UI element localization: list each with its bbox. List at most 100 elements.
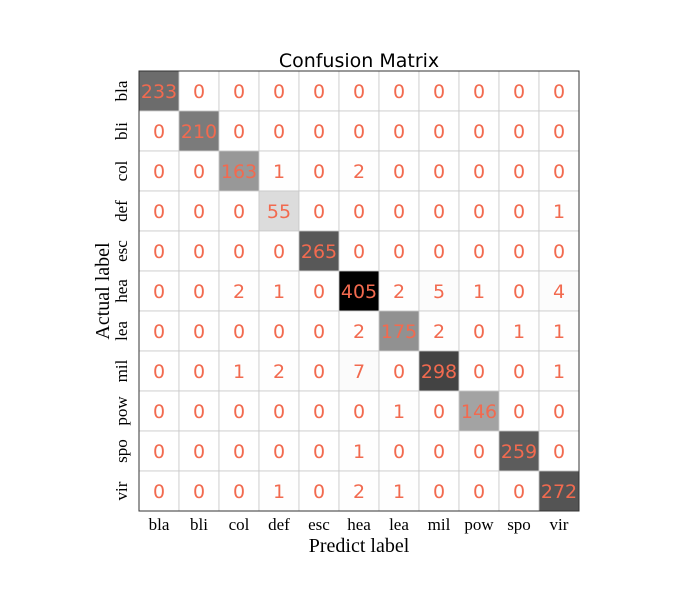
matrix-cell (338, 110, 380, 152)
chart-title: Confusion Matrix (279, 50, 439, 72)
matrix-cell (218, 430, 260, 472)
cell-value-label: 0 (233, 201, 245, 223)
matrix-cell (418, 350, 460, 392)
matrix-cell (418, 390, 460, 432)
cell-value-label: 0 (433, 401, 445, 423)
x-tick-label: def (268, 515, 290, 534)
matrix-cell (138, 230, 180, 272)
cell-value-label: 259 (501, 441, 537, 463)
cell-value-label: 0 (553, 81, 565, 103)
matrix-cell (538, 390, 580, 432)
matrix-cell (178, 70, 220, 112)
cell-value-label: 0 (393, 161, 405, 183)
cell-value-label: 272 (541, 481, 577, 503)
y-tick-label: col (112, 160, 131, 181)
cell-value-label: 0 (313, 81, 325, 103)
cell-value-label: 0 (393, 241, 405, 263)
matrix-cell (258, 310, 300, 352)
y-tick-label: bla (112, 80, 131, 101)
matrix-cell (498, 390, 540, 432)
matrix-cell (458, 230, 500, 272)
cell-value-label: 0 (153, 441, 165, 463)
cell-value-label: 0 (353, 81, 365, 103)
cell-value-label: 0 (193, 241, 205, 263)
matrix-cell (258, 430, 300, 472)
matrix-cell (138, 110, 180, 152)
matrix-cell (418, 430, 460, 472)
matrix-cell (138, 310, 180, 352)
cell-value-label: 0 (433, 201, 445, 223)
cell-value-label: 0 (193, 201, 205, 223)
y-tick-label: spo (112, 439, 131, 463)
matrix-cell (418, 70, 460, 112)
cell-value-label: 0 (193, 441, 205, 463)
cell-value-label: 5 (433, 281, 445, 303)
cell-value-label: 0 (553, 401, 565, 423)
matrix-cell (498, 70, 540, 112)
matrix-cell (458, 470, 500, 512)
cell-value-label: 0 (233, 321, 245, 343)
matrix-cell (138, 390, 180, 432)
cell-value-label: 265 (301, 241, 337, 263)
cell-value-label: 0 (473, 201, 485, 223)
cell-value-label: 1 (553, 321, 565, 343)
cell-value-label: 0 (353, 241, 365, 263)
matrix-cell (218, 470, 260, 512)
matrix-cell (538, 110, 580, 152)
cell-value-label: 0 (153, 121, 165, 143)
cell-value-label: 0 (433, 481, 445, 503)
matrix-cell (138, 350, 180, 392)
cell-value-label: 0 (353, 201, 365, 223)
cell-value-label: 0 (233, 401, 245, 423)
cell-value-label: 0 (313, 441, 325, 463)
cell-value-label: 0 (553, 241, 565, 263)
matrix-cell (298, 110, 340, 152)
x-tick-label: mil (428, 515, 451, 534)
cell-value-label: 0 (313, 401, 325, 423)
matrix-cell (338, 430, 380, 472)
cell-value-label: 0 (233, 81, 245, 103)
cell-value-label: 0 (273, 241, 285, 263)
cell-value-label: 0 (553, 121, 565, 143)
cell-value-label: 0 (273, 81, 285, 103)
cell-value-label: 1 (473, 281, 485, 303)
matrix-cell (178, 310, 220, 352)
cell-value-label: 0 (433, 81, 445, 103)
cell-value-label: 0 (513, 281, 525, 303)
matrix-cell (258, 190, 300, 232)
plot-frame (138, 70, 580, 512)
cell-value-label: 0 (393, 361, 405, 383)
cell-value-label: 0 (313, 321, 325, 343)
x-tick-labels: bla bli col def esc hea lea mil pow spo vir (149, 515, 569, 534)
cell-value-label: 55 (267, 201, 291, 223)
x-tick-label: lea (389, 515, 409, 534)
matrix-cell (258, 270, 300, 312)
cell-value-label: 1 (273, 161, 285, 183)
y-tick-labels: bla bli col def esc hea lea mil pow spo vir (112, 80, 131, 500)
cell-value-label: 175 (381, 321, 417, 343)
cell-value-label: 0 (473, 321, 485, 343)
matrix-cell (378, 150, 420, 192)
matrix-cell (218, 110, 260, 152)
matrix-cell (538, 310, 580, 352)
cell-value-label: 0 (313, 481, 325, 503)
x-tick-label: bli (190, 515, 208, 534)
matrix-cell (538, 350, 580, 392)
y-tick-label: lea (112, 321, 131, 341)
cell-value-label: 0 (473, 121, 485, 143)
cell-value-label: 0 (393, 81, 405, 103)
cell-value-label: 1 (393, 481, 405, 503)
cell-value-label: 0 (193, 361, 205, 383)
cell-value-label: 0 (473, 361, 485, 383)
y-tick-label: bli (112, 122, 131, 140)
cell-value-label: 0 (513, 121, 525, 143)
cell-value-label: 2 (353, 161, 365, 183)
y-axis-label: Actual label (92, 242, 114, 340)
cell-value-label: 1 (273, 281, 285, 303)
cell-value-label: 0 (513, 361, 525, 383)
matrix-cell (418, 310, 460, 352)
cell-value-label: 0 (233, 121, 245, 143)
cell-value-label: 2 (433, 321, 445, 343)
cell-value-label: 0 (553, 161, 565, 183)
matrix-cell (298, 350, 340, 392)
